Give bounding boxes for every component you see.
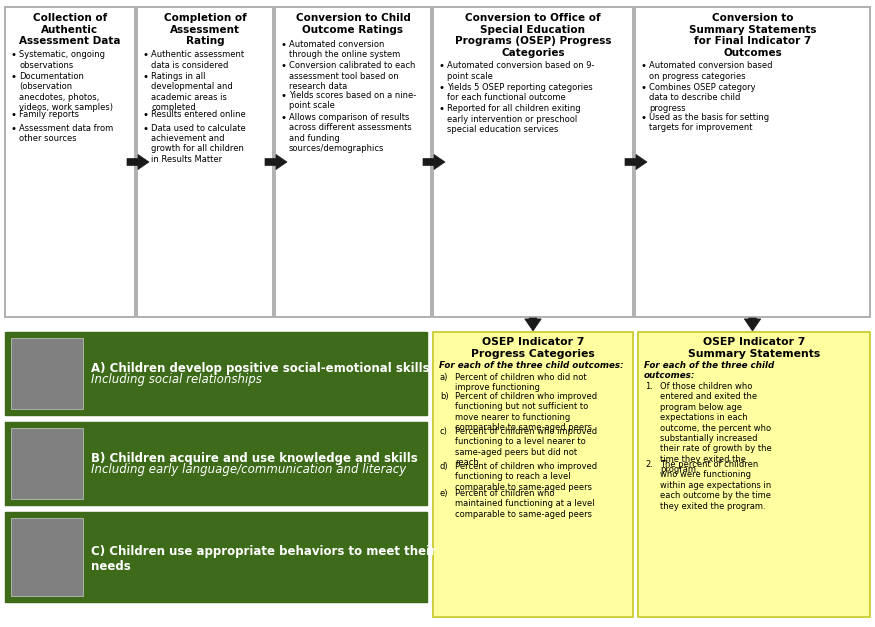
Text: Yields 5 OSEP reporting categories
for each functional outcome: Yields 5 OSEP reporting categories for e… (447, 83, 592, 102)
Text: •: • (142, 72, 148, 82)
FancyBboxPatch shape (5, 422, 427, 505)
FancyBboxPatch shape (11, 338, 83, 409)
Polygon shape (525, 318, 542, 331)
Text: •: • (142, 50, 148, 60)
Text: •: • (280, 113, 286, 123)
Text: Conversion calibrated to each
assessment tool based on
research data: Conversion calibrated to each assessment… (289, 61, 416, 91)
Text: b): b) (440, 392, 449, 401)
Text: c): c) (440, 427, 448, 436)
Text: •: • (640, 61, 646, 71)
Text: Percent of children who improved
functioning to a level nearer to
same-aged peer: Percent of children who improved functio… (455, 427, 597, 467)
Text: •: • (10, 110, 16, 120)
Polygon shape (127, 154, 149, 169)
Text: Conversion to Office of
Special Education
Programs (OSEP) Progress
Categories: Conversion to Office of Special Educatio… (455, 13, 612, 58)
Text: •: • (10, 72, 16, 82)
Text: The percent of children
who were functioning
within age expectations in
each out: The percent of children who were functio… (660, 460, 771, 510)
Polygon shape (423, 154, 445, 169)
Text: e): e) (440, 489, 449, 498)
Text: Percent of children who improved
functioning but not sufficient to
move nearer t: Percent of children who improved functio… (455, 392, 597, 432)
Text: d): d) (440, 462, 449, 471)
Text: •: • (438, 105, 444, 114)
Text: Reported for all children exiting
early intervention or preschool
special educat: Reported for all children exiting early … (447, 105, 581, 134)
Text: Family reports: Family reports (19, 110, 79, 119)
Text: Data used to calculate
achievement and
growth for all children
in Results Matter: Data used to calculate achievement and g… (151, 124, 246, 164)
Text: OSEP Indicator 7
Progress Categories: OSEP Indicator 7 Progress Categories (471, 337, 595, 359)
FancyBboxPatch shape (635, 7, 870, 317)
FancyBboxPatch shape (5, 512, 427, 602)
FancyBboxPatch shape (638, 332, 870, 617)
Polygon shape (265, 154, 287, 169)
Text: Used as the basis for setting
targets for improvement: Used as the basis for setting targets fo… (649, 113, 769, 132)
Text: •: • (640, 83, 646, 93)
Text: •: • (438, 61, 444, 71)
Text: Yields scores based on a nine-
point scale: Yields scores based on a nine- point sca… (289, 91, 416, 110)
FancyBboxPatch shape (11, 518, 83, 596)
Text: Automated conversion based on 9-
point scale: Automated conversion based on 9- point s… (447, 61, 594, 81)
Text: Percent of children who improved
functioning to reach a level
comparable to same: Percent of children who improved functio… (455, 462, 597, 492)
Text: Combines OSEP category
data to describe child
progress: Combines OSEP category data to describe … (649, 83, 756, 113)
Text: •: • (280, 91, 286, 101)
Text: •: • (142, 110, 148, 120)
FancyBboxPatch shape (433, 7, 633, 317)
Text: •: • (142, 124, 148, 134)
FancyBboxPatch shape (275, 7, 431, 317)
Text: A) Children develop positive social-emotional skills: A) Children develop positive social-emot… (91, 362, 430, 375)
Text: •: • (280, 40, 286, 50)
Text: •: • (10, 124, 16, 134)
Text: •: • (438, 83, 444, 93)
Text: Conversion to
Summary Statements
for Final Indicator 7
Outcomes: Conversion to Summary Statements for Fin… (689, 13, 816, 58)
Text: B) Children acquire and use knowledge and skills: B) Children acquire and use knowledge an… (91, 452, 417, 465)
Polygon shape (745, 318, 760, 331)
FancyBboxPatch shape (5, 332, 427, 415)
Text: Including social relationships: Including social relationships (91, 374, 262, 386)
FancyBboxPatch shape (5, 7, 135, 317)
FancyBboxPatch shape (433, 332, 633, 617)
Text: 1.: 1. (645, 382, 653, 391)
Text: Ratings in all
developmental and
academic areas is
completed: Ratings in all developmental and academi… (151, 72, 233, 112)
Text: Percent of children who
maintained functioning at a level
comparable to same-age: Percent of children who maintained funct… (455, 489, 595, 519)
FancyBboxPatch shape (137, 7, 273, 317)
Text: •: • (640, 113, 646, 123)
Text: a): a) (440, 373, 448, 382)
Text: For each of the three child
outcomes:: For each of the three child outcomes: (644, 361, 774, 381)
Text: For each of the three child outcomes:: For each of the three child outcomes: (439, 361, 624, 370)
Polygon shape (625, 154, 647, 169)
Text: Collection of
Authentic
Assessment Data: Collection of Authentic Assessment Data (19, 13, 121, 46)
FancyBboxPatch shape (11, 428, 83, 499)
Text: Allows comparison of results
across different assessments
and funding
sources/de: Allows comparison of results across diff… (289, 113, 412, 153)
Text: Automated conversion
through the online system: Automated conversion through the online … (289, 40, 400, 59)
Text: Conversion to Child
Outcome Ratings: Conversion to Child Outcome Ratings (296, 13, 410, 34)
Text: Completion of
Assessment
Rating: Completion of Assessment Rating (164, 13, 247, 46)
Text: OSEP Indicator 7
Summary Statements: OSEP Indicator 7 Summary Statements (688, 337, 820, 359)
Text: •: • (280, 61, 286, 71)
Text: 2.: 2. (645, 460, 653, 469)
Text: Assessment data from
other sources: Assessment data from other sources (19, 124, 113, 143)
Text: Including early language/communication and literacy: Including early language/communication a… (91, 463, 406, 477)
Text: C) Children use appropriate behaviors to meet their
needs: C) Children use appropriate behaviors to… (91, 545, 436, 574)
Text: Systematic, ongoing
observations: Systematic, ongoing observations (19, 50, 105, 70)
Text: Automated conversion based
on progress categories: Automated conversion based on progress c… (649, 61, 773, 81)
Text: Results entered online: Results entered online (151, 110, 246, 119)
Text: Percent of children who did not
improve functioning: Percent of children who did not improve … (455, 373, 586, 393)
Text: Documentation
(observation
anecdotes, photos,
videos, work samples): Documentation (observation anecdotes, ph… (19, 72, 113, 112)
Text: •: • (10, 50, 16, 60)
Text: Of those children who
entered and exited the
program below age
expectations in e: Of those children who entered and exited… (660, 382, 772, 474)
Text: Authentic assessment
data is considered: Authentic assessment data is considered (151, 50, 244, 70)
